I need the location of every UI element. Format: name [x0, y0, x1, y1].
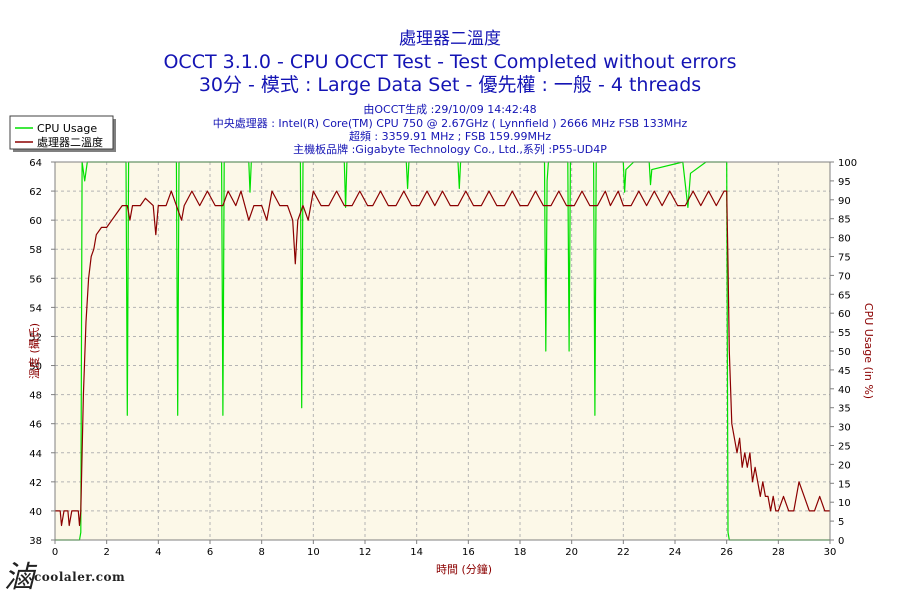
y-axis-left-label: 溫度 (攝氏): [27, 323, 41, 379]
y-right-tick-label: 40: [838, 385, 851, 396]
x-tick-label: 18: [514, 547, 527, 558]
y-left-tick-label: 48: [29, 391, 42, 402]
y-right-tick-label: 75: [838, 253, 851, 264]
y-left-tick-label: 60: [29, 216, 42, 227]
y-right-tick-label: 60: [838, 309, 851, 320]
y-right-tick-label: 25: [838, 442, 851, 453]
info-cpu: 中央處理器 : Intel(R) Core(TM) CPU 750 @ 2.67…: [212, 117, 688, 130]
y-right-tick-label: 30: [838, 423, 851, 434]
watermark-site: coolaler.com: [34, 570, 126, 584]
y-left-tick-label: 64: [29, 158, 42, 169]
x-tick-label: 14: [410, 547, 423, 558]
y-axis-right-ticks: 0 5 10 15 20 25 30 35 40 45 50 55 60 65 70 75 80 85 90 95 10…: [830, 158, 857, 547]
info-overclock: 超頻 : 3359.91 MHz ; FSB 159.99MHz: [348, 130, 552, 143]
x-tick-label: 20: [565, 547, 578, 558]
x-tick-label: 8: [258, 547, 264, 558]
y-right-tick-label: 45: [838, 366, 851, 377]
x-tick-label: 12: [359, 547, 372, 558]
y-right-tick-label: 0: [838, 536, 844, 547]
y-axis-left-ticks: 38 40 42 44 46 48 50 52 54 56 58 60 62 64: [29, 158, 55, 547]
y-right-tick-label: 50: [838, 347, 851, 358]
legend-label-temperature: 處理器二溫度: [37, 135, 103, 149]
y-left-tick-label: 44: [29, 449, 42, 460]
y-left-tick-label: 62: [29, 187, 42, 198]
y-left-tick-label: 46: [29, 420, 42, 431]
y-right-tick-label: 10: [838, 498, 851, 509]
info-generated: 由OCCT生成 :29/10/09 14:42:48: [363, 103, 537, 116]
y-right-tick-label: 90: [838, 196, 851, 207]
x-axis-ticks: 0 2 4 6 8 10 12 14 16 18 20 22 24 26 28 30: [52, 540, 837, 558]
y-right-tick-label: 70: [838, 271, 851, 282]
y-left-tick-label: 42: [29, 478, 42, 489]
x-tick-label: 2: [103, 547, 109, 558]
chart-subtitle-test: OCCT 3.1.0 - CPU OCCT Test - Test Comple…: [163, 51, 737, 73]
y-right-tick-label: 85: [838, 215, 851, 226]
y-left-tick-label: 38: [29, 536, 42, 547]
x-tick-label: 24: [669, 547, 682, 558]
x-tick-label: 22: [617, 547, 630, 558]
y-right-tick-label: 95: [838, 177, 851, 188]
x-tick-label: 4: [155, 547, 161, 558]
watermark-logo: 滷coolaler.com: [4, 552, 125, 596]
chart-subtitle-mode: 30分 - 模式 : Large Data Set - 優先權 : 一般 - 4…: [198, 74, 702, 96]
y-right-tick-label: 5: [838, 517, 844, 528]
x-tick-label: 26: [720, 547, 733, 558]
x-tick-label: 0: [52, 547, 58, 558]
y-left-tick-label: 54: [29, 303, 42, 314]
x-tick-label: 28: [772, 547, 785, 558]
y-left-tick-label: 50: [29, 362, 42, 373]
x-tick-label: 30: [824, 547, 837, 558]
plot-area: [55, 162, 830, 540]
x-tick-label: 16: [462, 547, 475, 558]
grid-vertical: [106, 162, 779, 540]
y-left-tick-label: 52: [29, 332, 42, 343]
y-axis-right-label: CPU Usage (in %): [862, 303, 875, 399]
y-right-tick-label: 65: [838, 290, 851, 301]
y-right-tick-label: 55: [838, 328, 851, 339]
y-left-tick-label: 40: [29, 507, 42, 518]
watermark-glyph: 滷: [4, 560, 34, 595]
x-tick-label: 6: [207, 547, 213, 558]
y-left-tick-label: 58: [29, 245, 42, 256]
chart-title: 處理器二溫度: [399, 29, 501, 49]
x-axis-label: 時間 (分鐘): [436, 562, 492, 576]
y-right-tick-label: 100: [838, 158, 857, 169]
y-left-tick-label: 56: [29, 274, 42, 285]
legend-label-cpu-usage: CPU Usage: [37, 122, 97, 135]
y-right-tick-label: 20: [838, 460, 851, 471]
x-tick-label: 10: [307, 547, 320, 558]
y-right-tick-label: 15: [838, 479, 851, 490]
series-line-temperature: [55, 190, 830, 527]
y-right-tick-label: 80: [838, 234, 851, 245]
legend: CPU Usage 處理器二溫度: [9, 115, 116, 152]
info-motherboard: 主機板品牌 :Gigabyte Technology Co., Ltd.,系列 …: [293, 143, 607, 156]
y-right-tick-label: 35: [838, 404, 851, 415]
